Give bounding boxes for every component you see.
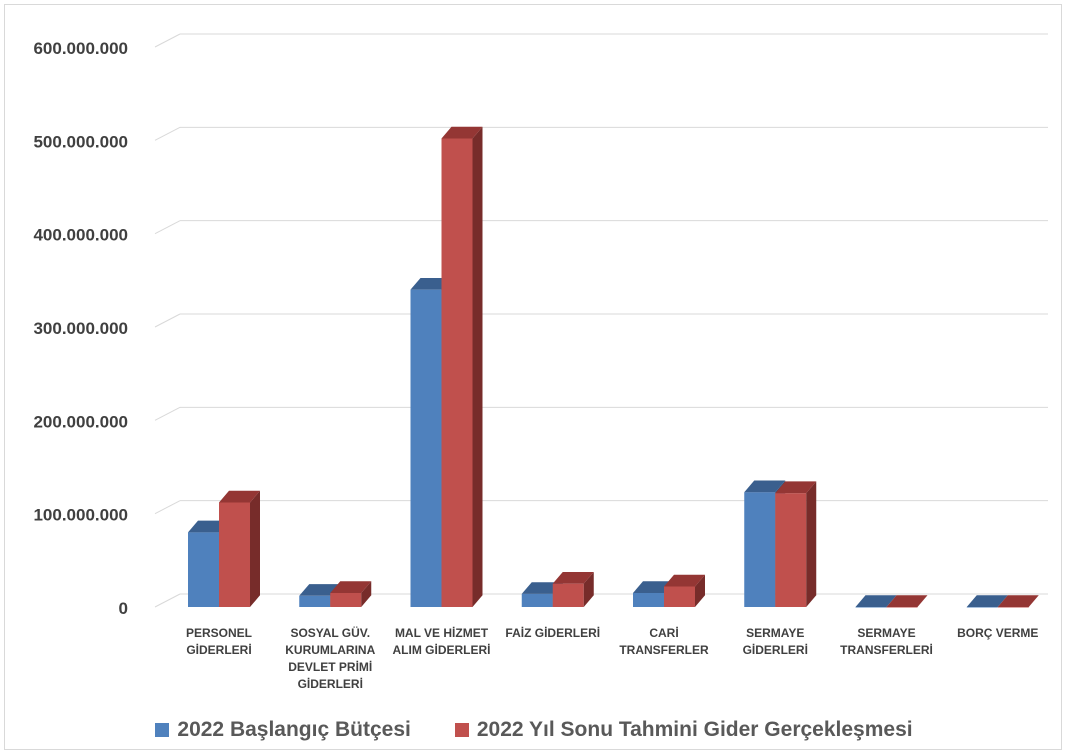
bar-top-2 bbox=[775, 481, 817, 494]
bar-front-1 bbox=[299, 595, 331, 607]
gridline-diagonal bbox=[154, 126, 181, 141]
bar-top-2 bbox=[330, 581, 372, 593]
bar-side-2 bbox=[361, 581, 372, 607]
bar-top-2 bbox=[997, 595, 1039, 607]
gridline-diagonal bbox=[154, 313, 181, 328]
y-tick-label: 0 bbox=[119, 599, 128, 618]
bar-top-2 bbox=[552, 571, 594, 584]
bar-front-2 bbox=[330, 593, 362, 607]
chart-frame bbox=[4, 4, 1062, 750]
y-tick-label: 400.000.000 bbox=[33, 226, 128, 245]
y-tick-label: 200.000.000 bbox=[33, 412, 128, 431]
bar-side-2 bbox=[472, 126, 483, 608]
bar-front-2 bbox=[441, 138, 473, 607]
x-tick-label: MAL VE HİZMET ALIM GİDERLERİ bbox=[393, 625, 491, 657]
x-tick-label: SOSYAL GÜV. KURUMLARINA DEVLET PRİMİ GİDERL… bbox=[285, 625, 375, 691]
bar-top-1 bbox=[299, 584, 341, 596]
bar-front-2 bbox=[775, 493, 807, 607]
bar-side-2 bbox=[806, 481, 817, 607]
legend-swatch-series-1 bbox=[155, 723, 170, 737]
x-tick-label: PERSONEL GİDERLERİ bbox=[186, 626, 252, 657]
legend-label-series-1: 2022 Başlangıç Bütçesi bbox=[177, 718, 411, 741]
y-tick-label: 100.000.000 bbox=[33, 506, 128, 525]
legend: 2022 Başlangıç Bütçesi 2022 Yıl Sonu Tah… bbox=[0, 710, 1068, 750]
bar-front-1 bbox=[966, 607, 998, 608]
bar-top-1 bbox=[633, 581, 674, 593]
y-tick-label: 300.000.000 bbox=[33, 319, 128, 338]
x-tick-label: BORÇ VERME bbox=[957, 626, 1038, 640]
gridline-diagonal bbox=[154, 406, 181, 421]
gridline-diagonal bbox=[154, 220, 181, 235]
bar-front-1 bbox=[188, 532, 219, 607]
bar-front-2 bbox=[552, 583, 584, 607]
gridline-diagonal bbox=[154, 33, 181, 48]
bar-side-2 bbox=[583, 571, 594, 607]
bar-front-2 bbox=[664, 586, 695, 607]
bar-top-2 bbox=[219, 490, 260, 503]
x-tick-label: SERMAYE TRANSFERLERİ bbox=[840, 626, 933, 657]
bar-front-1 bbox=[410, 289, 442, 607]
x-tick-label: FAİZ GİDERLERİ bbox=[505, 625, 600, 640]
bar-top-1 bbox=[966, 595, 1008, 607]
legend-item-series-2: 2022 Yıl Sonu Tahmini Gider Gerçekleşmes… bbox=[454, 718, 913, 742]
legend-label-series-2: 2022 Yıl Sonu Tahmini Gider Gerçekleşmes… bbox=[476, 718, 913, 741]
bar-top-1 bbox=[188, 520, 229, 533]
bar-side-2 bbox=[250, 490, 260, 607]
bar-front-2 bbox=[997, 607, 1029, 608]
bar-top-2 bbox=[441, 126, 483, 139]
bar-front-2 bbox=[886, 607, 918, 608]
bar-front-2 bbox=[219, 502, 250, 607]
gridline-diagonal bbox=[154, 593, 181, 608]
bar-front-1 bbox=[633, 593, 664, 607]
y-tick-label: 600.000.000 bbox=[33, 39, 128, 58]
bar-top-1 bbox=[410, 277, 452, 290]
gridline-diagonal bbox=[154, 500, 181, 515]
bar-side-2 bbox=[695, 574, 705, 607]
legend-item-series-1: 2022 Başlangıç Bütçesi bbox=[155, 718, 411, 742]
bar-front-1 bbox=[744, 492, 776, 607]
y-tick-label: 500.000.000 bbox=[33, 132, 128, 151]
x-tick-label: CARİ TRANSFERLER bbox=[619, 625, 709, 657]
bar-top-2 bbox=[886, 595, 928, 607]
bar-top-2 bbox=[664, 574, 705, 587]
legend-swatch-series-2 bbox=[454, 723, 469, 737]
x-tick-label: SERMAYE GİDERLERİ bbox=[743, 626, 808, 657]
bar-front-1 bbox=[521, 593, 553, 607]
bar-top-1 bbox=[744, 480, 786, 493]
bar-top-1 bbox=[521, 582, 563, 594]
bar-top-1 bbox=[855, 595, 897, 607]
bar-front-1 bbox=[855, 607, 887, 608]
